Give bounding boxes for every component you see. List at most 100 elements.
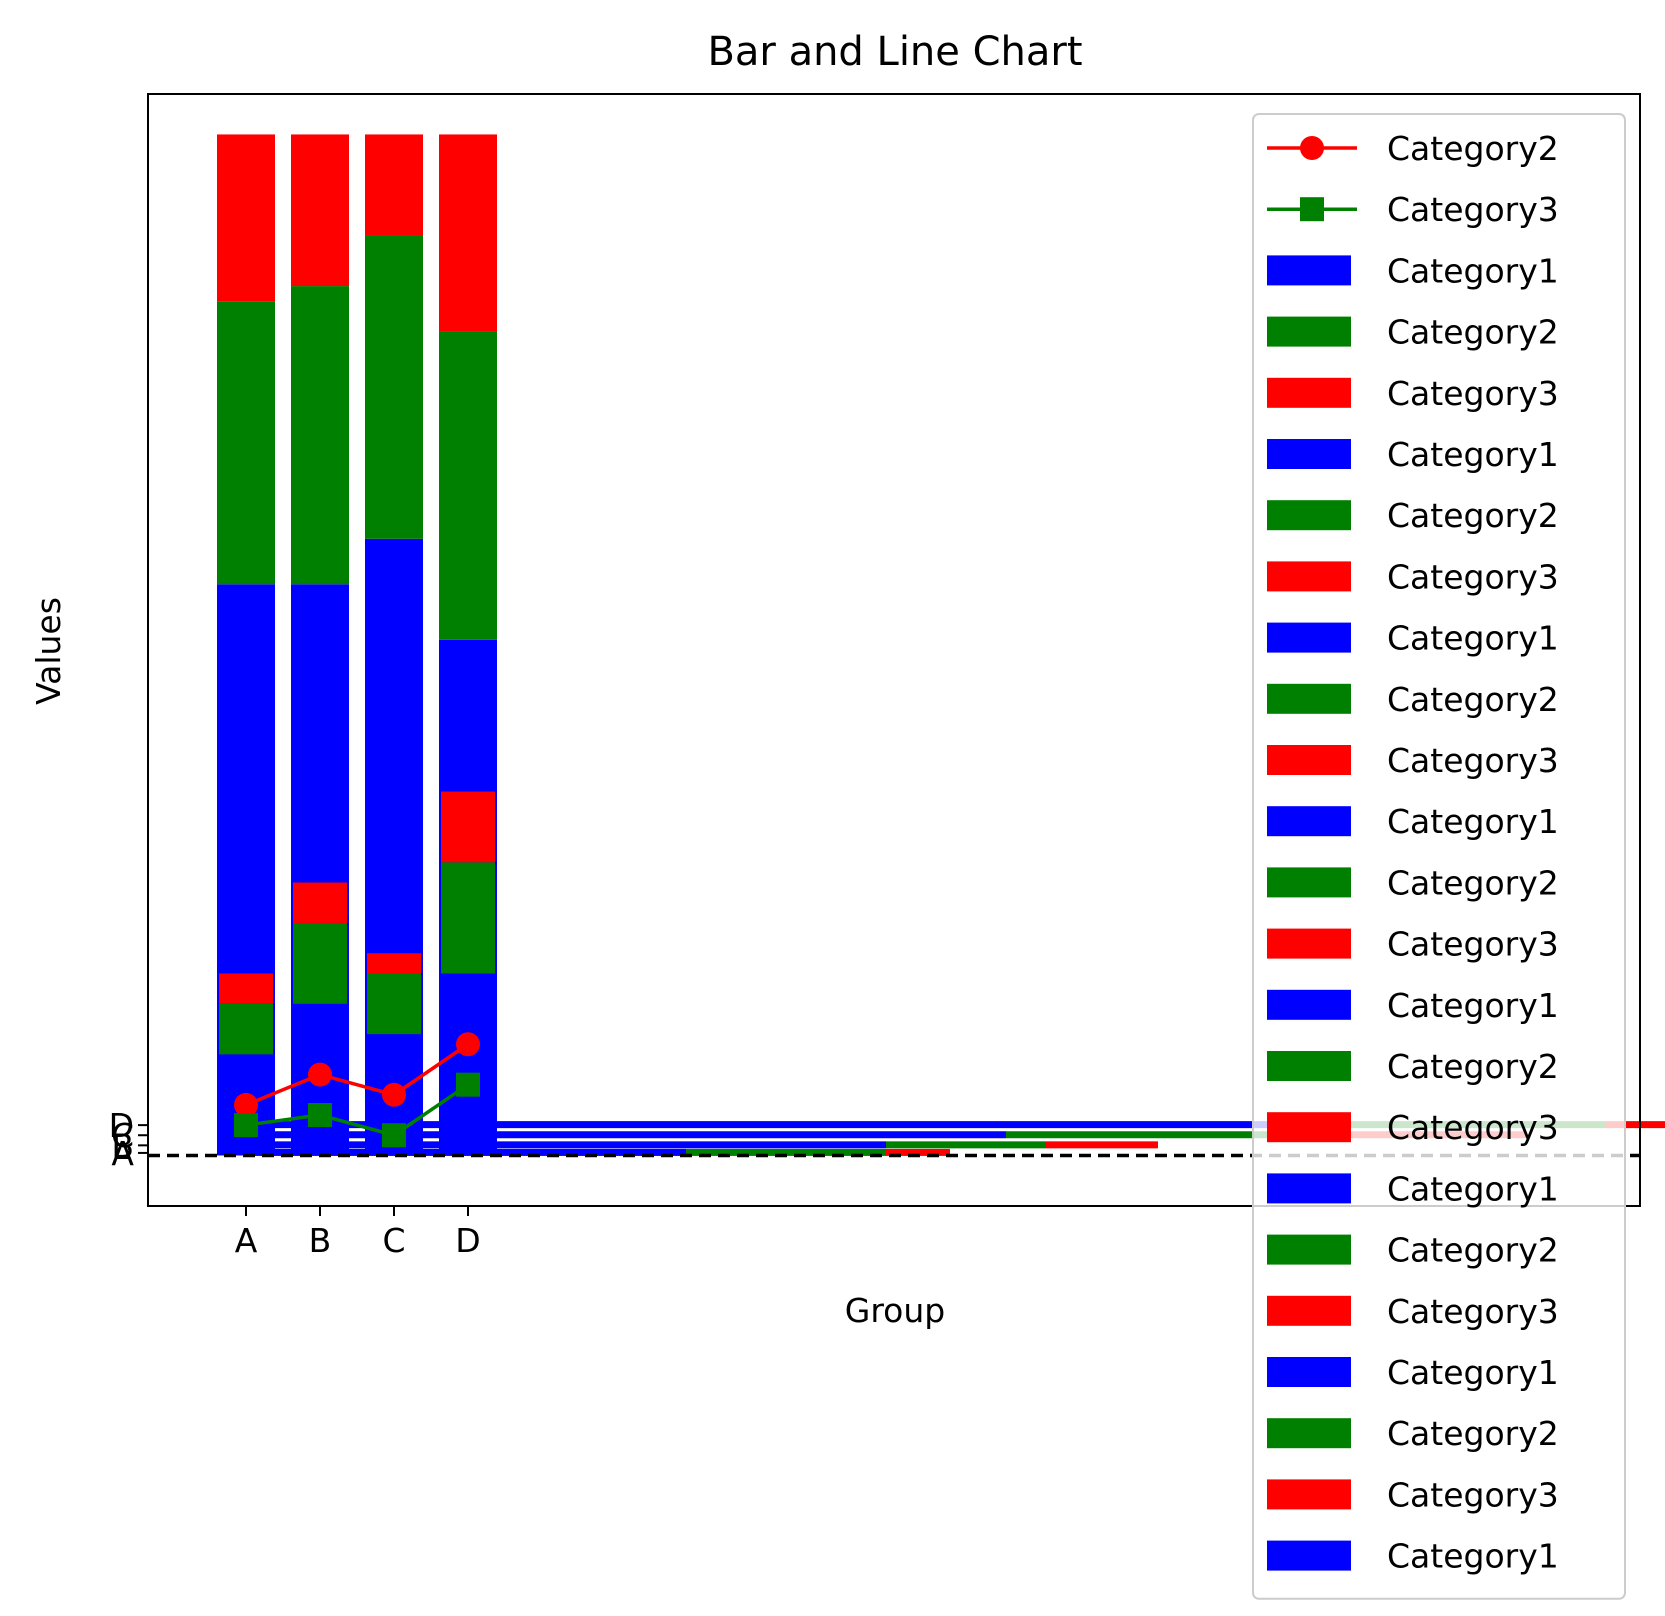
legend-swatch-category1-20 (1267, 1357, 1351, 1387)
axes-frame (147, 93, 1641, 1207)
hbar-category2-c (1006, 1131, 1326, 1139)
legend-swatch-category1-14 (1267, 989, 1351, 1020)
x-axis-label: Group (845, 1291, 945, 1330)
marker-category3-b (308, 1103, 332, 1128)
marker-category3-a (234, 1113, 258, 1138)
legend-swatch-category2-9 (1267, 683, 1351, 714)
hbar-category3-d (1606, 1121, 1665, 1129)
hbar-category3-b (1046, 1141, 1158, 1149)
marker-category2-a (234, 1092, 258, 1117)
hbar-category2-a (686, 1148, 886, 1156)
legend-label-category3-4: Category3 (1387, 374, 1559, 413)
bars-layer (148, 134, 1665, 1158)
hbar-category1-b (246, 1141, 886, 1149)
legend-swatch-category2-12 (1267, 867, 1351, 898)
marker-category3-c (382, 1123, 406, 1148)
legend-marker-category3-1 (1300, 197, 1324, 222)
legend-label-category2-15: Category2 (1387, 1047, 1559, 1086)
legend-swatch-category3-4 (1267, 377, 1351, 408)
legend-marker-category2-0 (1300, 136, 1324, 160)
legend-label-category2-0: Category2 (1387, 129, 1559, 168)
legend-label-category2-21: Category2 (1387, 1414, 1559, 1453)
x-tick-label-d: D (455, 1221, 480, 1260)
bar-wide-category3-c (365, 134, 423, 236)
x-tick-label-b: B (309, 1221, 332, 1260)
line-category3 (245, 1083, 469, 1138)
legend-label-category1-17: Category1 (1387, 1169, 1559, 1208)
bar-narrow-category3-c (367, 953, 421, 974)
lines-layer (234, 1032, 480, 1148)
hbar-category1-a (246, 1148, 686, 1156)
y-tick-label-b: B (111, 1126, 134, 1165)
legend-swatch-category1-17 (1267, 1173, 1351, 1204)
hbar-category3-a (886, 1148, 950, 1156)
bar-wide-category3-d (439, 134, 497, 332)
legend-label-category3-19: Category3 (1387, 1292, 1559, 1331)
bar-wide-category2-d (439, 331, 497, 640)
legend-swatch-category3-13 (1267, 928, 1351, 959)
y-tick-label-a: A (111, 1134, 134, 1173)
y-axis-label: Values (29, 597, 68, 705)
bar-narrow-category2-c (367, 973, 421, 1035)
bar-narrow-category2-b (293, 922, 347, 1004)
legend-swatch-category2-6 (1267, 500, 1351, 531)
legend-label-category1-11: Category1 (1387, 802, 1559, 841)
x-tick-label-c: C (382, 1221, 405, 1260)
bar-wide-category3-b (291, 134, 349, 287)
legend-swatch-category2-18 (1267, 1234, 1351, 1265)
bar-wide-category3-a (217, 134, 275, 302)
legend-swatch-category3-10 (1267, 745, 1351, 775)
legend-label-category3-10: Category3 (1387, 741, 1559, 780)
legend-label-category2-9: Category2 (1387, 680, 1559, 719)
marker-category2-c (382, 1082, 406, 1107)
legend-label-category3-22: Category3 (1387, 1475, 1559, 1514)
hbar-category1-d (246, 1121, 1286, 1129)
legend-label-category3-7: Category3 (1387, 557, 1559, 596)
legend-label-category1-14: Category1 (1387, 986, 1559, 1025)
legend-label-category1-5: Category1 (1387, 435, 1559, 474)
legend-label-category2-12: Category2 (1387, 863, 1559, 902)
legend-swatch-category1-8 (1267, 622, 1351, 653)
bar-narrow-category3-d (441, 791, 495, 863)
legend-label-category3-13: Category3 (1387, 925, 1559, 964)
y-tick-label-c: C (111, 1116, 134, 1155)
legend-label-category3-1: Category3 (1387, 190, 1559, 229)
legend-swatch-category3-22 (1267, 1479, 1351, 1510)
legend-swatch-category3-19 (1267, 1295, 1351, 1326)
legend-label-category2-3: Category2 (1387, 313, 1559, 352)
bar-narrow-category3-a (219, 973, 273, 1004)
chart-title: Bar and Line Chart (707, 29, 1082, 75)
legend-swatch-category1-23 (1267, 1540, 1351, 1571)
bar-narrow-category3-b (293, 882, 347, 923)
legend-label-category1-23: Category1 (1387, 1537, 1559, 1576)
bar-narrow-category2-a (219, 1003, 273, 1055)
hbar-category1-c (246, 1131, 1006, 1139)
bar-wide-category2-b (291, 286, 349, 585)
bar-wide-category2-c (365, 235, 423, 539)
marker-category2-d (456, 1032, 480, 1057)
legend-swatch-category2-15 (1267, 1051, 1351, 1081)
y-tick-label-d: D (109, 1106, 134, 1145)
legend-swatch-category2-3 (1267, 316, 1351, 347)
marker-category3-d (456, 1072, 480, 1097)
legend-label-category2-18: Category2 (1387, 1231, 1559, 1270)
legend-swatch-category2-21 (1267, 1418, 1351, 1449)
legend-label-category1-8: Category1 (1387, 619, 1559, 658)
legend-swatch-category3-7 (1267, 561, 1351, 592)
legend-swatch-category3-16 (1267, 1112, 1351, 1143)
legend-swatch-category1-5 (1267, 439, 1351, 469)
legend-swatch-category1-2 (1267, 255, 1351, 286)
legend: Category2 Category3 Category1 Category2 Cate… (1252, 113, 1626, 1600)
bar-narrow-category2-d (441, 862, 495, 974)
hbar-category2-b (886, 1141, 1046, 1149)
legend-label-category3-16: Category3 (1387, 1108, 1559, 1147)
plot-area (148, 134, 1665, 1158)
line-category2 (245, 1042, 469, 1107)
legend-swatch-category1-11 (1267, 806, 1351, 837)
legend-label-category2-6: Category2 (1387, 496, 1559, 535)
marker-category2-b (308, 1062, 332, 1087)
legend-label-category1-2: Category1 (1387, 251, 1559, 290)
bar-narrow-category1-d (441, 973, 495, 1156)
